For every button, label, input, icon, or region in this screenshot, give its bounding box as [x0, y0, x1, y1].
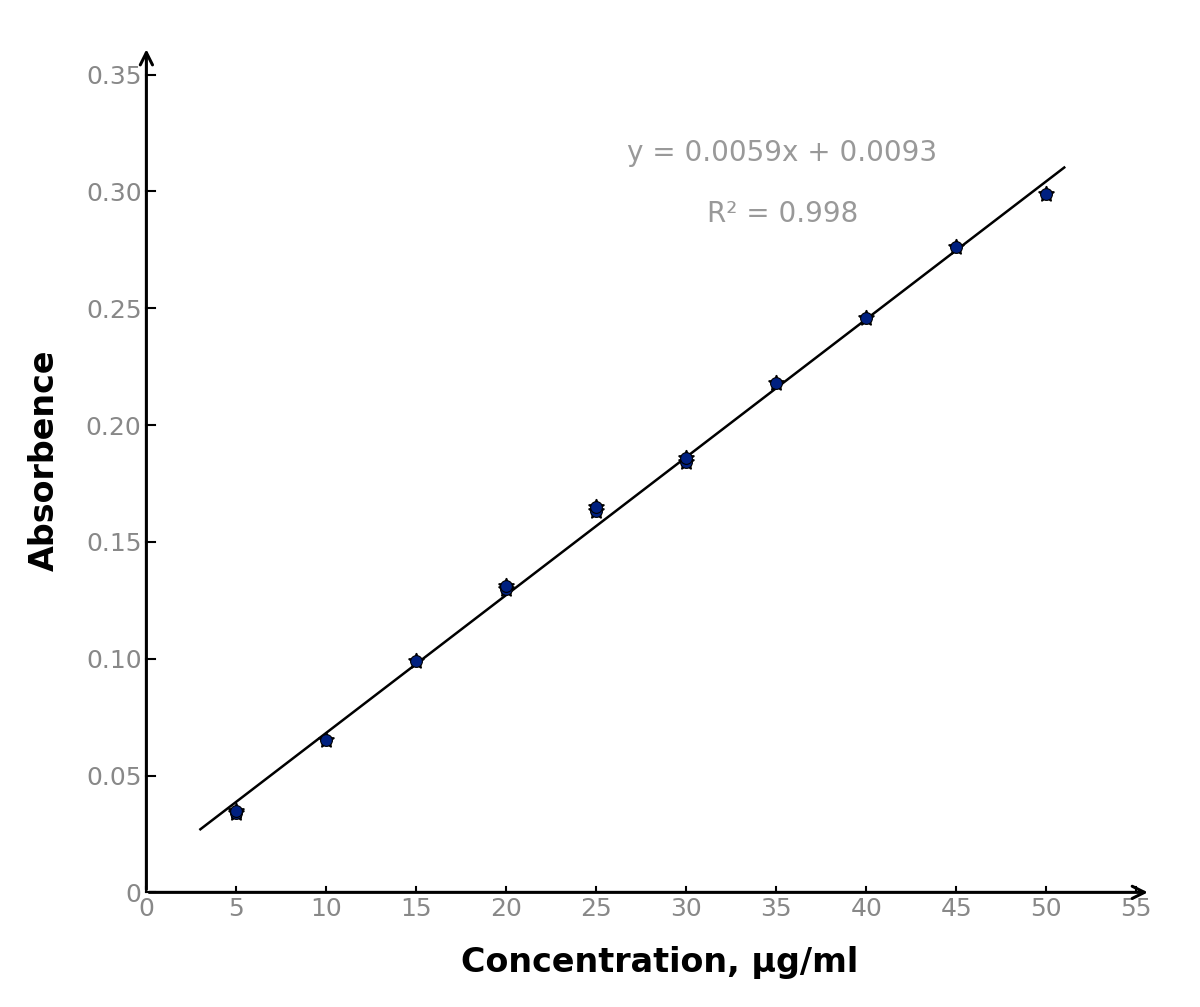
Point [947, 240, 966, 256]
Point [497, 578, 516, 594]
Point [227, 803, 246, 819]
Point [317, 732, 336, 748]
Point [677, 450, 696, 466]
X-axis label: Concentration, μg/ml: Concentration, μg/ml [461, 947, 858, 979]
Y-axis label: Absorbence: Absorbence [28, 349, 61, 571]
Point [947, 240, 966, 256]
Point [497, 580, 516, 596]
Point [1037, 185, 1056, 201]
Point [227, 805, 246, 821]
Point [587, 504, 606, 520]
Point [767, 375, 786, 391]
Point [1037, 185, 1056, 201]
Point [407, 653, 426, 669]
Point [227, 805, 246, 821]
Point [227, 803, 246, 819]
Point [497, 580, 516, 596]
Point [587, 498, 606, 515]
Text: y = 0.0059x + 0.0093: y = 0.0059x + 0.0093 [628, 139, 937, 167]
Point [317, 732, 336, 748]
Point [677, 454, 696, 470]
Point [587, 504, 606, 520]
Point [857, 309, 876, 325]
Point [677, 450, 696, 466]
Point [677, 454, 696, 470]
Point [407, 653, 426, 669]
Point [497, 578, 516, 594]
Point [767, 375, 786, 391]
Text: R² = 0.998: R² = 0.998 [707, 199, 858, 228]
Point [857, 309, 876, 325]
Point [587, 498, 606, 515]
